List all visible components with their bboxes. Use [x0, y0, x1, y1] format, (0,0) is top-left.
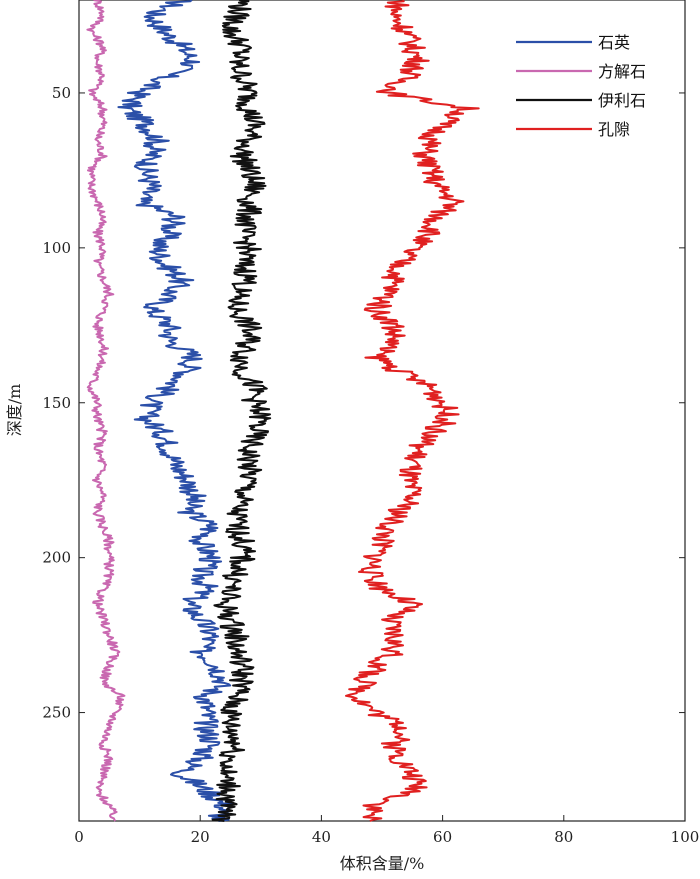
x-tick-label-4: 80 [554, 828, 573, 846]
series-line-3 [211, 0, 272, 822]
series-layer [86, 0, 480, 822]
series-line-1 [117, 0, 234, 822]
series-line-2 [86, 0, 126, 822]
x-tick-label-5: 100 [671, 828, 700, 846]
y-tick-label-4: 250 [42, 704, 71, 722]
y-tick-label-0: 50 [52, 84, 71, 102]
y-tick-label-1: 100 [42, 239, 71, 257]
legend-label-4: 孔隙 [598, 120, 630, 139]
legend-label-3: 伊利石 [598, 91, 646, 110]
y-tick-label-3: 200 [42, 549, 71, 567]
x-tick-label-0: 0 [74, 828, 84, 846]
y-axis-title: 深度/m [5, 384, 24, 437]
legend-label-2: 方解石 [598, 62, 646, 81]
legend-label-1: 石英 [598, 33, 630, 52]
plot-area-frame [78, 0, 686, 822]
y-tick-label-2: 150 [42, 394, 71, 412]
x-axis-title: 体积含量/% [340, 854, 425, 873]
ticks-layer: 0 20 40 60 80 100 50 100 150 200 250 [42, 84, 699, 846]
x-tick-label-2: 40 [312, 828, 331, 846]
x-tick-label-3: 60 [433, 828, 452, 846]
series-line-4 [345, 0, 480, 822]
x-tick-label-1: 20 [191, 828, 210, 846]
